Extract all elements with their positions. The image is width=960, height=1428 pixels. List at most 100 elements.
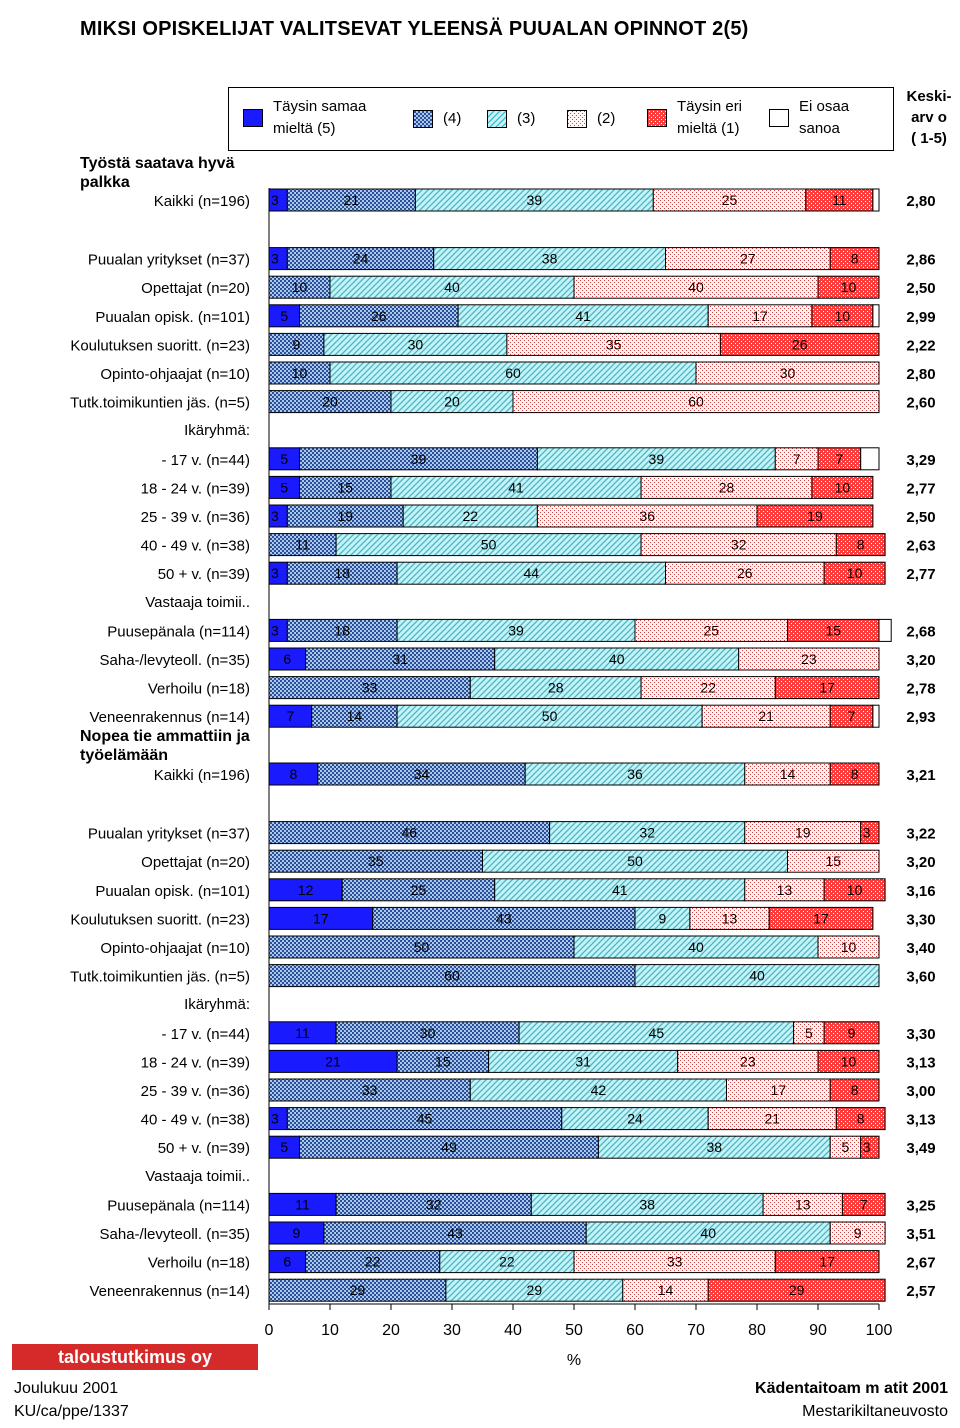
- row-mean-0-17: 2,78: [906, 681, 935, 698]
- footer-date: Joulukuu 2001: [14, 1380, 119, 1397]
- row-mean-0-2: 2,86: [906, 252, 935, 269]
- bar-value-1-10-1: 15: [435, 1053, 451, 1069]
- bar-segment-0-5-4: [719, 332, 880, 356]
- mean-header-line-3: ( 1-5): [911, 130, 947, 147]
- group-header-0-14: Vastaaja toimii..: [145, 594, 250, 611]
- bar-value-1-2-1: 46: [402, 825, 418, 841]
- legend-item-4: Täysin eri mieltä (1): [647, 96, 742, 140]
- row-label-1-3: Opettajat (n=20): [141, 854, 250, 871]
- bar-value-0-18-4: 7: [848, 708, 856, 724]
- bar-segment-0-7-3: [512, 390, 880, 414]
- bar-value-1-10-0: 21: [325, 1053, 341, 1069]
- row-mean-0-4: 2,99: [906, 309, 935, 326]
- bar-value-0-17-2: 28: [548, 680, 564, 696]
- row-mean-0-13: 2,77: [906, 566, 935, 583]
- bar-segment-1-11-4: [829, 1078, 880, 1102]
- bar-value-0-12-1: 11: [295, 537, 310, 553]
- legend-label-0: Täysin samaa mieltä (5): [273, 98, 367, 137]
- bar-value-0-15-0: 3: [271, 622, 279, 638]
- bar-segment-0-13-4: [823, 561, 886, 585]
- x-tick-label-0: 0: [265, 1322, 274, 1339]
- bar-value-0-6-3: 30: [780, 365, 796, 381]
- bar-value-0-10-4: 10: [835, 479, 851, 495]
- bar-value-1-4-2: 41: [612, 882, 628, 898]
- row-mean-1-13: 3,49: [906, 1140, 935, 1157]
- bar-value-0-13-0: 3: [271, 565, 279, 581]
- bar-value-1-3-3: 15: [825, 853, 841, 869]
- row-label-1-0: Kaikki (n=196): [154, 767, 250, 784]
- x-tick-label-3: 30: [443, 1322, 461, 1339]
- row-mean-0-12: 2,63: [906, 538, 935, 555]
- row-label-1-5: Koulutuksen suoritt. (n=23): [70, 911, 250, 928]
- bar-segment-0-12-4: [835, 533, 886, 557]
- bar-value-1-3-1: 35: [368, 853, 384, 869]
- row-mean-0-16: 3,20: [906, 652, 935, 669]
- bar-value-1-16-2: 40: [700, 1225, 716, 1241]
- bar-value-1-5-0: 17: [313, 910, 329, 926]
- bar-value-1-12-4: 8: [857, 1111, 865, 1127]
- bar-value-1-10-2: 31: [575, 1053, 591, 1069]
- bar-value-0-10-1: 15: [337, 479, 353, 495]
- row-mean-1-7: 3,60: [906, 969, 935, 986]
- row-mean-1-12: 3,13: [906, 1112, 935, 1129]
- row-label-0-7: Tutk.toimikuntien jäs. (n=5): [70, 395, 250, 412]
- bar-value-0-5-1: 9: [293, 336, 301, 352]
- bar-value-1-11-2: 42: [591, 1082, 607, 1098]
- bar-value-0-18-0: 7: [286, 708, 294, 724]
- bar-value-1-11-1: 33: [362, 1082, 378, 1098]
- row-mean-1-3: 3,20: [906, 854, 935, 871]
- legend-item-0: Täysin samaa mieltä (5): [243, 96, 366, 140]
- bar-value-1-12-2: 24: [627, 1111, 643, 1127]
- bar-value-0-2-0: 3: [271, 251, 279, 267]
- chart-layer: Työstä saatava hyvä palkka Kaikki (n=196) 3…: [70, 155, 936, 1369]
- bar-value-0-0-2: 39: [527, 192, 543, 208]
- bar-value-1-4-0: 12: [298, 882, 314, 898]
- bar-segment-1-16-3: [829, 1221, 886, 1245]
- bar-value-1-10-3: 23: [740, 1053, 756, 1069]
- bar-value-0-13-2: 44: [524, 565, 540, 581]
- footer-study-name: Kädentaitoam m atit 2001: [755, 1380, 948, 1397]
- row-label-1-6: Opinto-ohjaajat (n=10): [100, 940, 250, 957]
- row-mean-1-11: 3,00: [906, 1083, 935, 1100]
- bar-value-0-0-3: 25: [722, 192, 738, 208]
- legend-label-1: (4): [443, 110, 462, 127]
- row-mean-0-6: 2,80: [906, 366, 935, 383]
- bar-value-1-4-3: 13: [777, 882, 793, 898]
- bar-value-1-17-4: 17: [819, 1254, 835, 1270]
- legend-label-3: (2): [597, 110, 616, 127]
- bar-segment-0-2-4: [829, 247, 880, 271]
- row-mean-1-15: 3,25: [906, 1197, 935, 1214]
- bar-value-1-2-4: 3: [863, 825, 871, 841]
- bar-value-1-6-2: 40: [688, 939, 704, 955]
- row-label-1-10: 18 - 24 v. (n=39): [141, 1054, 250, 1071]
- bar-value-0-3-2: 40: [444, 279, 460, 295]
- bar-value-0-18-2: 50: [542, 708, 558, 724]
- bar-segment-0-4-5: [872, 304, 880, 328]
- bar-value-1-5-1: 43: [496, 910, 512, 926]
- section-title-0-line-0: Työstä saatava hyvä: [80, 155, 235, 172]
- bar-segment-1-18-4: [707, 1278, 886, 1302]
- bar-value-1-4-1: 25: [411, 882, 427, 898]
- bar-value-1-0-2: 36: [627, 766, 643, 782]
- bar-value-0-10-0: 5: [280, 479, 288, 495]
- x-axis-label: %: [567, 1352, 581, 1369]
- x-tick-label-7: 70: [687, 1322, 705, 1339]
- row-label-0-18: Veneenrakennus (n=14): [89, 709, 250, 726]
- bar-value-1-17-3: 33: [667, 1254, 683, 1270]
- x-tick-label-6: 60: [626, 1322, 644, 1339]
- x-tick-label-9: 90: [809, 1322, 827, 1339]
- bar-value-0-7-1: 20: [322, 394, 338, 410]
- bar-value-1-5-4: 17: [813, 910, 829, 926]
- row-mean-0-18: 2,93: [906, 709, 935, 726]
- legend-swatch-fill-3: [568, 111, 586, 127]
- bar-segment-0-3-4: [817, 275, 880, 299]
- legend-item-2: (3): [487, 108, 535, 130]
- bar-value-0-4-2: 41: [575, 308, 591, 324]
- bar-value-1-17-2: 22: [499, 1254, 515, 1270]
- bar-value-0-15-4: 15: [825, 622, 841, 638]
- bar-value-1-15-1: 32: [426, 1196, 442, 1212]
- legend-swatch-fill-4: [648, 110, 666, 126]
- bar-value-0-17-3: 22: [700, 680, 716, 696]
- row-label-1-7: Tutk.toimikuntien jäs. (n=5): [70, 969, 250, 986]
- page-title: MIKSI OPISKELIJAT VALITSEVAT YLEENSÄ PUU…: [80, 18, 749, 40]
